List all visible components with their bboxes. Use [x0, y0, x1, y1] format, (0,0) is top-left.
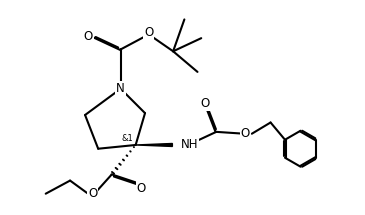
Text: NH: NH [181, 138, 198, 152]
Text: O: O [84, 30, 93, 43]
Text: O: O [241, 127, 250, 140]
Text: O: O [137, 182, 146, 195]
Polygon shape [136, 143, 172, 146]
Text: O: O [200, 97, 210, 110]
Text: N: N [116, 82, 125, 95]
Text: O: O [88, 187, 97, 200]
Text: O: O [144, 26, 153, 39]
Text: &1: &1 [122, 134, 133, 143]
